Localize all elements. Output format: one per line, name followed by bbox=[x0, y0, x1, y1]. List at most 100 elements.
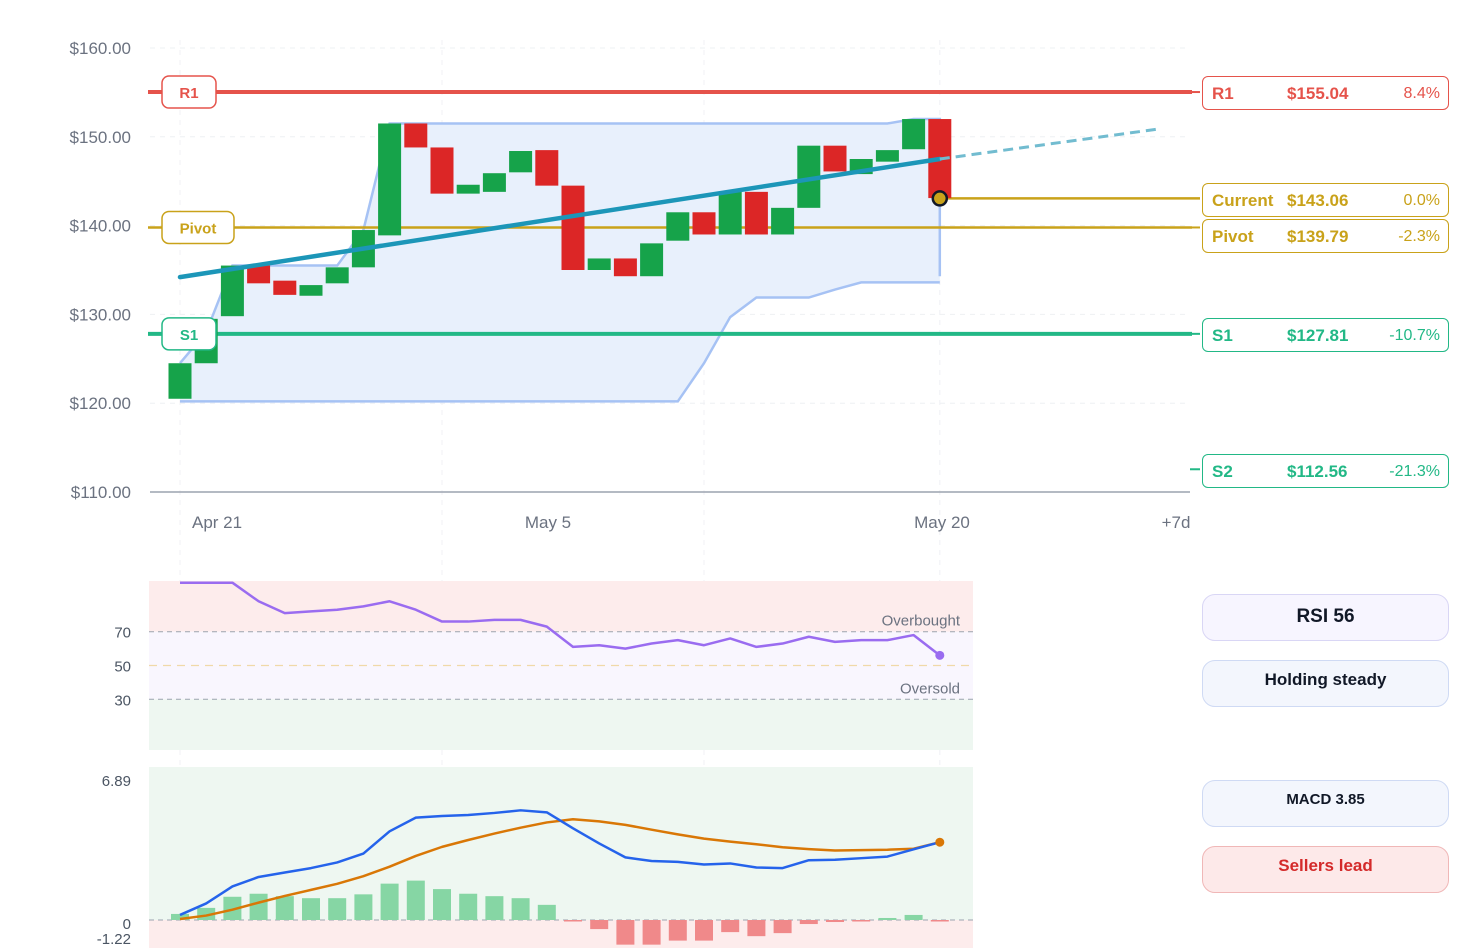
rsi-value-card: RSI 56 bbox=[1202, 594, 1449, 641]
candle bbox=[692, 212, 716, 235]
macd-histogram-bar bbox=[302, 898, 320, 920]
macd-histogram-bar bbox=[695, 920, 713, 941]
rsi-y-tick: 70 bbox=[114, 625, 131, 642]
level-badge-s2: S2 $112.56 -21.3% bbox=[1202, 454, 1449, 488]
macd-y-tick: 6.89 bbox=[102, 773, 131, 790]
candle bbox=[613, 258, 637, 277]
macd-histogram-bar bbox=[485, 896, 504, 920]
macd-histogram-bar bbox=[616, 920, 635, 945]
candle bbox=[482, 173, 506, 192]
macd-histogram-bar bbox=[852, 920, 871, 922]
level-chip-r1 bbox=[161, 75, 217, 109]
level-badge-pivot: Pivot $139.79 -2.3% bbox=[1202, 219, 1449, 253]
macd-negative-zone bbox=[149, 920, 973, 948]
rsi-y-tick: 50 bbox=[114, 659, 131, 676]
level-chip-s1 bbox=[161, 317, 217, 351]
macd-y-tick: 0 bbox=[123, 916, 131, 933]
trend-line bbox=[177, 156, 943, 280]
rsi-line bbox=[180, 581, 941, 657]
rsi-last-point bbox=[935, 650, 945, 660]
price-x-tick: May 20 bbox=[914, 513, 970, 532]
macd-histogram-bar bbox=[642, 920, 661, 945]
level-chip-label: R1 bbox=[179, 85, 198, 102]
macd-histogram-bar bbox=[904, 914, 923, 920]
macd-histogram-bar bbox=[668, 920, 687, 941]
candle bbox=[666, 212, 690, 241]
level-badge-price: $127.81 bbox=[1287, 326, 1349, 345]
rsi-y-tick: 30 bbox=[114, 692, 131, 709]
price-y-tick: $150.00 bbox=[70, 128, 131, 147]
candle bbox=[325, 267, 349, 284]
level-chip-label: Pivot bbox=[180, 220, 217, 237]
level-badge-price: $155.04 bbox=[1287, 84, 1349, 103]
candle bbox=[430, 147, 454, 194]
macd-histogram-bar bbox=[249, 893, 268, 920]
level-badge-r1: R1 $155.04 8.4% bbox=[1202, 76, 1449, 110]
level-badge-name: S1 bbox=[1212, 326, 1233, 345]
price-x-tick: Apr 21 bbox=[192, 513, 242, 532]
candle bbox=[299, 285, 323, 296]
macd-histogram-bar bbox=[826, 920, 844, 923]
range-band-upper bbox=[179, 117, 942, 365]
candle bbox=[561, 185, 585, 270]
level-badge-name: R1 bbox=[1212, 84, 1234, 103]
trend-projection bbox=[939, 127, 1161, 161]
candle bbox=[404, 123, 428, 148]
current-price-marker bbox=[931, 190, 949, 207]
candle bbox=[456, 184, 480, 194]
macd-histogram-bar bbox=[275, 896, 294, 920]
level-badge-percent: -21.3% bbox=[1389, 463, 1440, 480]
macd-histogram-bar bbox=[354, 894, 373, 920]
candle bbox=[168, 363, 192, 399]
level-badge-name: Current bbox=[1212, 191, 1274, 210]
level-badge-percent: -10.7% bbox=[1389, 327, 1440, 344]
macd-histogram-bar bbox=[747, 920, 766, 937]
price-x-tick: +7d bbox=[1162, 513, 1191, 532]
candle bbox=[771, 207, 795, 235]
candle bbox=[823, 145, 847, 172]
price-y-tick: $110.00 bbox=[71, 483, 131, 502]
macd-histogram-bar bbox=[380, 883, 399, 920]
macd-histogram-bar bbox=[328, 898, 347, 920]
candle bbox=[378, 123, 402, 236]
macd-histogram-bar bbox=[564, 920, 582, 922]
rsi-status-card: Holding steady bbox=[1202, 660, 1449, 707]
macd-histogram-bar bbox=[878, 917, 897, 920]
macd-histogram-bar bbox=[799, 920, 818, 925]
candle bbox=[273, 280, 297, 295]
candle bbox=[718, 191, 742, 235]
level-badge-percent: -2.3% bbox=[1398, 228, 1440, 245]
macd-line bbox=[179, 809, 941, 917]
level-badge-price: $143.06 bbox=[1287, 191, 1349, 210]
rsi-overbought-label: Overbought bbox=[882, 613, 961, 630]
rsi-overbought-zone bbox=[149, 581, 973, 632]
range-band-lower bbox=[180, 281, 940, 403]
macd-histogram-bar bbox=[930, 920, 949, 922]
candle bbox=[797, 145, 821, 208]
level-badge-s1: S1 $127.81 -10.7% bbox=[1202, 318, 1449, 352]
macd-histogram-bar bbox=[511, 898, 530, 920]
price-x-tick: May 5 bbox=[525, 513, 571, 532]
macd-status-card: Sellers lead bbox=[1202, 846, 1449, 893]
level-badge-name: Pivot bbox=[1212, 227, 1254, 246]
price-y-tick: $160.00 bbox=[70, 39, 131, 58]
candle bbox=[587, 258, 611, 270]
candle bbox=[640, 243, 664, 277]
price-y-tick: $140.00 bbox=[70, 217, 131, 236]
candle bbox=[535, 150, 559, 186]
level-badge-name: S2 bbox=[1212, 462, 1233, 481]
candle bbox=[902, 119, 926, 150]
level-badge-price: $112.56 bbox=[1287, 462, 1348, 481]
macd-histogram-bar bbox=[537, 904, 556, 920]
macd-histogram-bar bbox=[459, 893, 478, 920]
level-badge-price: $139.79 bbox=[1287, 227, 1349, 246]
candle bbox=[744, 191, 768, 235]
macd-y-tick: -1.22 bbox=[97, 931, 131, 948]
level-badge-current: Current $143.06 0.0% bbox=[1202, 183, 1449, 217]
price-y-tick: $120.00 bbox=[70, 394, 131, 413]
macd-positive-zone bbox=[149, 767, 973, 920]
macd-histogram-bar bbox=[590, 920, 609, 930]
macd-histogram-bar bbox=[721, 920, 740, 933]
level-chip-pivot bbox=[161, 210, 235, 245]
